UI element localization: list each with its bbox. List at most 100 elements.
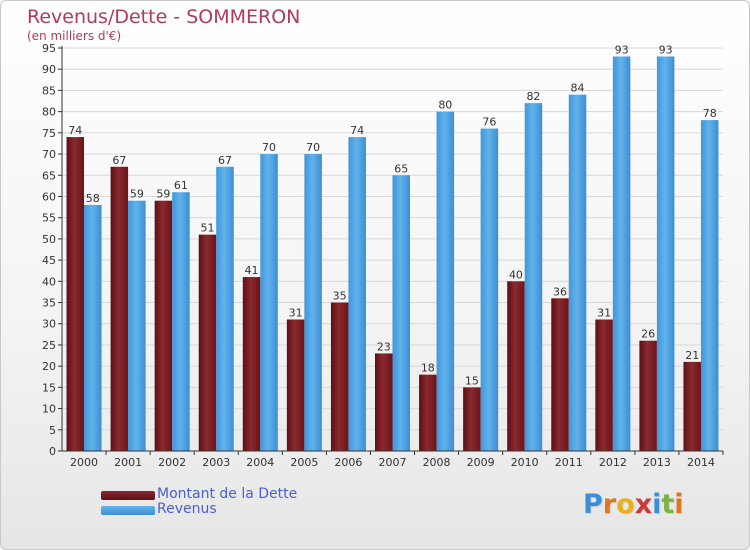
bar-revenue xyxy=(392,175,410,451)
bar-revenue xyxy=(656,56,675,451)
data-label: 18 xyxy=(421,362,435,375)
data-label: 26 xyxy=(641,328,655,341)
x-tick-label: 2001 xyxy=(114,456,142,469)
legend-label-revenue: Revenus xyxy=(157,501,217,517)
bar-revenue xyxy=(172,192,190,452)
logo-letter: t xyxy=(661,489,675,520)
bar-debt xyxy=(463,387,481,451)
x-tick-label: 2003 xyxy=(202,456,230,469)
data-label: 65 xyxy=(394,162,408,175)
x-tick-label: 2002 xyxy=(158,456,186,469)
x-tick-label: 2005 xyxy=(290,456,318,469)
legend-swatch-debt xyxy=(101,491,155,500)
bar-debt xyxy=(551,298,569,451)
bar-debt xyxy=(419,374,437,451)
y-tick-label: 85 xyxy=(42,84,56,97)
data-label: 40 xyxy=(509,268,523,281)
data-label: 74 xyxy=(68,124,82,137)
y-tick-label: 65 xyxy=(42,169,56,182)
data-label: 59 xyxy=(156,188,170,201)
data-label: 21 xyxy=(685,349,699,362)
x-tick-label: 2010 xyxy=(511,456,539,469)
y-tick-label: 20 xyxy=(42,360,56,373)
x-tick-label: 2014 xyxy=(687,456,715,469)
data-label: 93 xyxy=(615,43,629,56)
data-label: 93 xyxy=(659,43,673,56)
x-tick-label: 2004 xyxy=(246,456,274,469)
x-tick-label: 2011 xyxy=(555,456,583,469)
bar-revenue xyxy=(260,154,278,452)
x-tick-label: 2013 xyxy=(643,456,671,469)
y-tick-label: 95 xyxy=(42,42,56,55)
data-label: 70 xyxy=(262,141,276,154)
data-label: 15 xyxy=(465,374,479,387)
bars xyxy=(66,56,719,452)
bar-debt xyxy=(154,200,173,451)
data-label: 74 xyxy=(350,124,364,137)
data-label: 80 xyxy=(438,99,452,112)
legend-swatch-revenue xyxy=(101,506,155,515)
chart-subtitle: (en milliers d'€) xyxy=(27,29,122,43)
x-tick-label: 2006 xyxy=(334,456,362,469)
proxiti-logo: Proxiti xyxy=(583,489,684,520)
data-label: 78 xyxy=(703,107,717,120)
x-tick-label: 2008 xyxy=(423,456,451,469)
bar-debt xyxy=(639,340,657,451)
y-tick-label: 15 xyxy=(42,381,56,394)
y-tick-label: 80 xyxy=(42,106,56,119)
data-label: 41 xyxy=(245,264,259,277)
chart-title: Revenus/Dette - SOMMERON xyxy=(27,6,301,28)
y-tick-label: 75 xyxy=(42,127,56,140)
logo-letter: o xyxy=(616,489,635,520)
bar-debt xyxy=(683,361,701,451)
bar-revenue xyxy=(348,137,366,451)
bar-debt xyxy=(375,353,393,451)
bar-revenue xyxy=(436,111,455,451)
y-tick-label: 25 xyxy=(42,339,56,352)
bar-debt xyxy=(66,137,85,451)
bar-debt xyxy=(330,302,349,451)
data-label: 70 xyxy=(306,141,320,154)
bar-revenue xyxy=(216,166,234,452)
data-label: 84 xyxy=(571,82,585,95)
data-label: 67 xyxy=(112,154,126,167)
y-tick-label: 90 xyxy=(42,63,56,76)
y-tick-label: 40 xyxy=(42,275,56,288)
bar-revenue xyxy=(128,200,146,451)
data-label: 35 xyxy=(333,290,347,303)
y-tick-label: 70 xyxy=(42,148,56,161)
bar-debt xyxy=(595,319,613,451)
data-label: 59 xyxy=(130,188,144,201)
y-tick-label: 50 xyxy=(42,233,56,246)
data-label: 31 xyxy=(289,306,303,319)
data-label: 51 xyxy=(200,222,214,235)
y-tick-label: 55 xyxy=(42,212,56,225)
data-label: 82 xyxy=(526,90,540,103)
bar-revenue xyxy=(480,128,499,451)
y-tick-label: 5 xyxy=(49,424,56,437)
x-tick-label: 2009 xyxy=(467,456,495,469)
data-label: 36 xyxy=(553,285,567,298)
logo-letter: x xyxy=(634,489,653,520)
logo-letter: i xyxy=(674,489,684,520)
bar-revenue xyxy=(524,103,543,451)
bar-revenue xyxy=(612,56,631,451)
bar-debt xyxy=(242,277,261,451)
y-tick-label: 35 xyxy=(42,297,56,310)
axes: 0 5 10 15 20 25 30 35 40 45 50 55 60 65 70 75 80 85 90 95 20… xyxy=(42,42,724,469)
logo-letter: r xyxy=(602,489,617,520)
data-label: 61 xyxy=(174,179,188,192)
bar-revenue xyxy=(700,120,719,452)
y-tick-label: 45 xyxy=(42,254,56,267)
y-tick-label: 30 xyxy=(42,318,56,331)
bar-debt xyxy=(507,281,525,451)
data-label: 67 xyxy=(218,154,232,167)
bar-revenue xyxy=(84,204,102,451)
y-tick-label: 0 xyxy=(49,445,56,458)
legend-label-debt: Montant de la Dette xyxy=(157,486,298,502)
data-label: 23 xyxy=(377,340,391,353)
x-tick-label: 2012 xyxy=(599,456,627,469)
bar-revenue xyxy=(304,154,322,452)
